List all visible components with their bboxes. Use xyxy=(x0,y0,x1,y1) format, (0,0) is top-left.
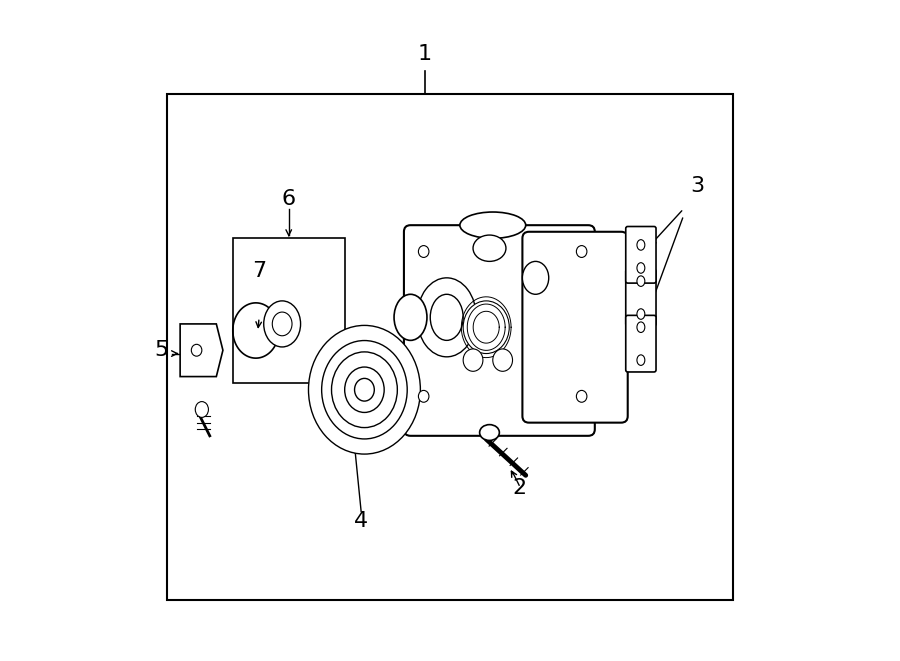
Ellipse shape xyxy=(637,355,644,366)
Text: 4: 4 xyxy=(354,511,368,531)
Ellipse shape xyxy=(418,246,429,257)
Bar xyxy=(167,94,733,600)
FancyBboxPatch shape xyxy=(626,227,656,283)
Ellipse shape xyxy=(493,349,512,371)
Ellipse shape xyxy=(637,322,644,332)
Bar xyxy=(233,239,345,383)
Text: 2: 2 xyxy=(512,479,526,498)
Ellipse shape xyxy=(331,352,397,428)
Ellipse shape xyxy=(394,294,427,340)
Ellipse shape xyxy=(321,340,407,439)
Ellipse shape xyxy=(637,309,644,319)
Text: 1: 1 xyxy=(418,44,432,64)
Ellipse shape xyxy=(637,276,644,286)
Text: 3: 3 xyxy=(689,176,704,196)
Ellipse shape xyxy=(576,391,587,403)
FancyBboxPatch shape xyxy=(626,269,656,326)
Ellipse shape xyxy=(345,367,384,412)
Ellipse shape xyxy=(522,261,549,294)
Ellipse shape xyxy=(473,235,506,261)
Text: 5: 5 xyxy=(155,340,169,360)
Ellipse shape xyxy=(464,301,509,354)
Polygon shape xyxy=(180,324,223,377)
FancyBboxPatch shape xyxy=(522,232,627,422)
Ellipse shape xyxy=(273,312,292,336)
Ellipse shape xyxy=(355,378,374,401)
FancyBboxPatch shape xyxy=(404,225,595,436)
Ellipse shape xyxy=(637,240,644,251)
Ellipse shape xyxy=(418,391,429,403)
Ellipse shape xyxy=(576,246,587,257)
Ellipse shape xyxy=(480,424,500,440)
Ellipse shape xyxy=(309,325,420,454)
Ellipse shape xyxy=(417,278,476,357)
Ellipse shape xyxy=(460,212,526,239)
Ellipse shape xyxy=(464,349,483,371)
Ellipse shape xyxy=(192,344,202,356)
Ellipse shape xyxy=(264,301,301,347)
Text: 6: 6 xyxy=(282,189,296,209)
Ellipse shape xyxy=(430,294,464,340)
FancyBboxPatch shape xyxy=(626,315,656,372)
Bar xyxy=(473,212,512,239)
Text: 7: 7 xyxy=(252,261,266,281)
Ellipse shape xyxy=(637,262,644,273)
Ellipse shape xyxy=(195,402,209,417)
